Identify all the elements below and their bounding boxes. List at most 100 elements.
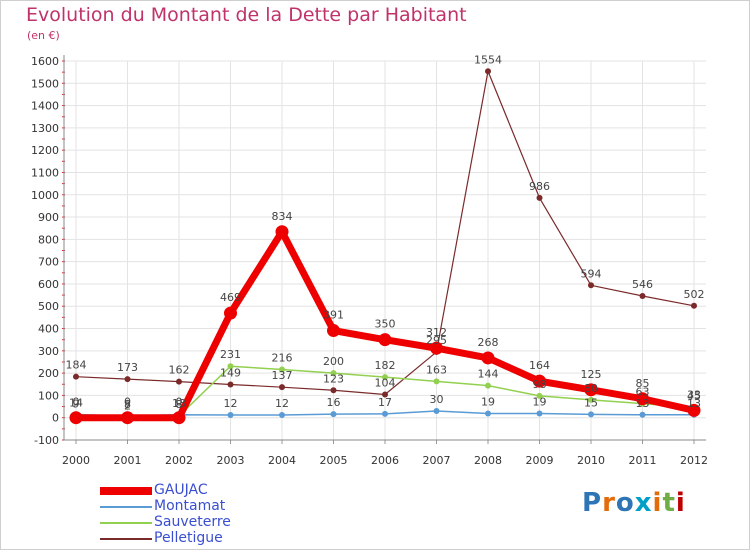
y-tick-label: 1400 (31, 100, 59, 113)
data-label-montamat: 19 (533, 395, 547, 408)
legend-label: Montamat (154, 498, 226, 514)
point-montamat (536, 410, 543, 417)
y-tick-label: 1600 (31, 55, 59, 68)
point-gaujac (533, 374, 546, 388)
point-pelletigue (330, 387, 337, 394)
y-tick-label: 1200 (31, 144, 59, 157)
data-label-montamat: 15 (584, 396, 598, 409)
point-sauveterre (433, 378, 440, 385)
data-label-sauveterre: 63 (636, 386, 650, 399)
point-gaujac (430, 341, 443, 355)
series-group (69, 68, 701, 425)
data-label-pelletigue: 137 (272, 369, 293, 382)
y-tick-label: 100 (38, 389, 59, 402)
data-label-pelletigue: 104 (375, 377, 396, 390)
point-pelletigue (536, 194, 543, 201)
x-tick-label: 2011 (629, 454, 657, 467)
data-label-sauveterre: 182 (375, 359, 396, 372)
y-tick-label: 0 (52, 412, 59, 425)
point-pelletigue (279, 384, 285, 391)
point-gaujac (275, 225, 289, 239)
logo-letter: i (652, 488, 663, 518)
x-tick-label: 2001 (114, 454, 142, 467)
point-gaujac (378, 333, 392, 347)
data-label-montamat: 17 (378, 396, 392, 409)
data-label-sauveterre: 231 (220, 348, 241, 361)
point-pelletigue (691, 302, 697, 309)
y-tick-label: 400 (38, 323, 59, 336)
data-label-sauveterre: 163 (426, 363, 447, 376)
data-label-pelletigue: 173 (117, 361, 138, 374)
data-label-montamat: 19 (481, 395, 495, 408)
x-tick-label: 2006 (371, 454, 399, 467)
point-montamat (227, 412, 234, 419)
point-pelletigue (639, 292, 646, 299)
y-tick-label: 1300 (31, 122, 59, 135)
legend-swatch (100, 522, 152, 524)
logo-letter: P (582, 488, 603, 518)
data-label-gaujac: 391 (323, 309, 344, 322)
data-label-gaujac: 268 (478, 336, 499, 349)
data-label-montamat: 12 (275, 397, 289, 410)
y-tick-label: 800 (38, 233, 59, 246)
point-montamat (279, 412, 285, 419)
data-label-gaujac: 0 (124, 396, 131, 409)
logo-letter: o (615, 488, 635, 518)
data-label-montamat: 12 (224, 397, 238, 410)
x-tick-label: 2005 (320, 454, 348, 467)
point-sauveterre (330, 370, 337, 377)
point-sauveterre (485, 382, 491, 389)
data-label-sauveterre: 144 (478, 368, 499, 381)
point-montamat (588, 411, 594, 418)
data-label-sauveterre: 9 (73, 398, 80, 411)
point-gaujac (224, 306, 237, 320)
legend-label: GAUJAC (154, 482, 208, 498)
x-tick-label: 2007 (423, 454, 451, 467)
point-sauveterre (588, 396, 594, 403)
data-label-gaujac: 834 (272, 210, 293, 223)
data-label-sauveterre: 98 (533, 378, 547, 391)
point-gaujac (687, 403, 701, 417)
y-tick-label: 300 (38, 345, 59, 358)
data-label-sauveterre: 80 (584, 382, 598, 395)
data-label-sauveterre: 8 (176, 398, 183, 411)
data-label-gaujac: 0 (176, 396, 183, 409)
point-montamat (330, 411, 337, 418)
point-sauveterre (536, 392, 543, 399)
data-label-pelletigue: 594 (581, 267, 602, 280)
point-sauveterre (382, 374, 388, 381)
x-tick-label: 2002 (165, 454, 193, 467)
data-label-gaujac: 33 (687, 388, 701, 401)
point-pelletigue (73, 373, 79, 380)
data-label-montamat: 13 (687, 397, 701, 410)
legend-swatch (100, 538, 152, 540)
unit-label: (en €) (27, 29, 60, 42)
logo-letter: t (662, 488, 676, 518)
data-label-pelletigue: 162 (169, 364, 190, 377)
y-tick-label: 1100 (31, 166, 59, 179)
data-label-pelletigue: 1554 (474, 53, 502, 66)
x-tick-label: 2000 (62, 454, 90, 467)
data-label-montamat: 14 (69, 397, 83, 410)
data-label-montamat: 13 (636, 397, 650, 410)
data-label-pelletigue: 546 (632, 278, 653, 291)
legend-swatch (100, 487, 152, 495)
y-tick-label: 900 (38, 211, 59, 224)
x-tick-label: 2010 (577, 454, 605, 467)
point-gaujac (584, 383, 598, 397)
data-label-gaujac: 0 (73, 396, 80, 409)
data-label-pelletigue: 149 (220, 366, 241, 379)
y-tick-label: 500 (38, 300, 59, 313)
point-montamat (485, 410, 491, 417)
data-label-montamat: 13 (172, 397, 186, 410)
point-gaujac (636, 392, 649, 406)
logo-letter: x (634, 488, 653, 518)
x-tick-label: 2012 (680, 454, 708, 467)
data-label-montamat: 8 (124, 398, 131, 411)
data-label-gaujac: 164 (529, 359, 550, 372)
legend-label: Pelletigue (154, 530, 223, 546)
point-pelletigue (588, 282, 594, 289)
data-label-montamat: 30 (430, 393, 444, 406)
point-pelletigue (382, 391, 388, 398)
